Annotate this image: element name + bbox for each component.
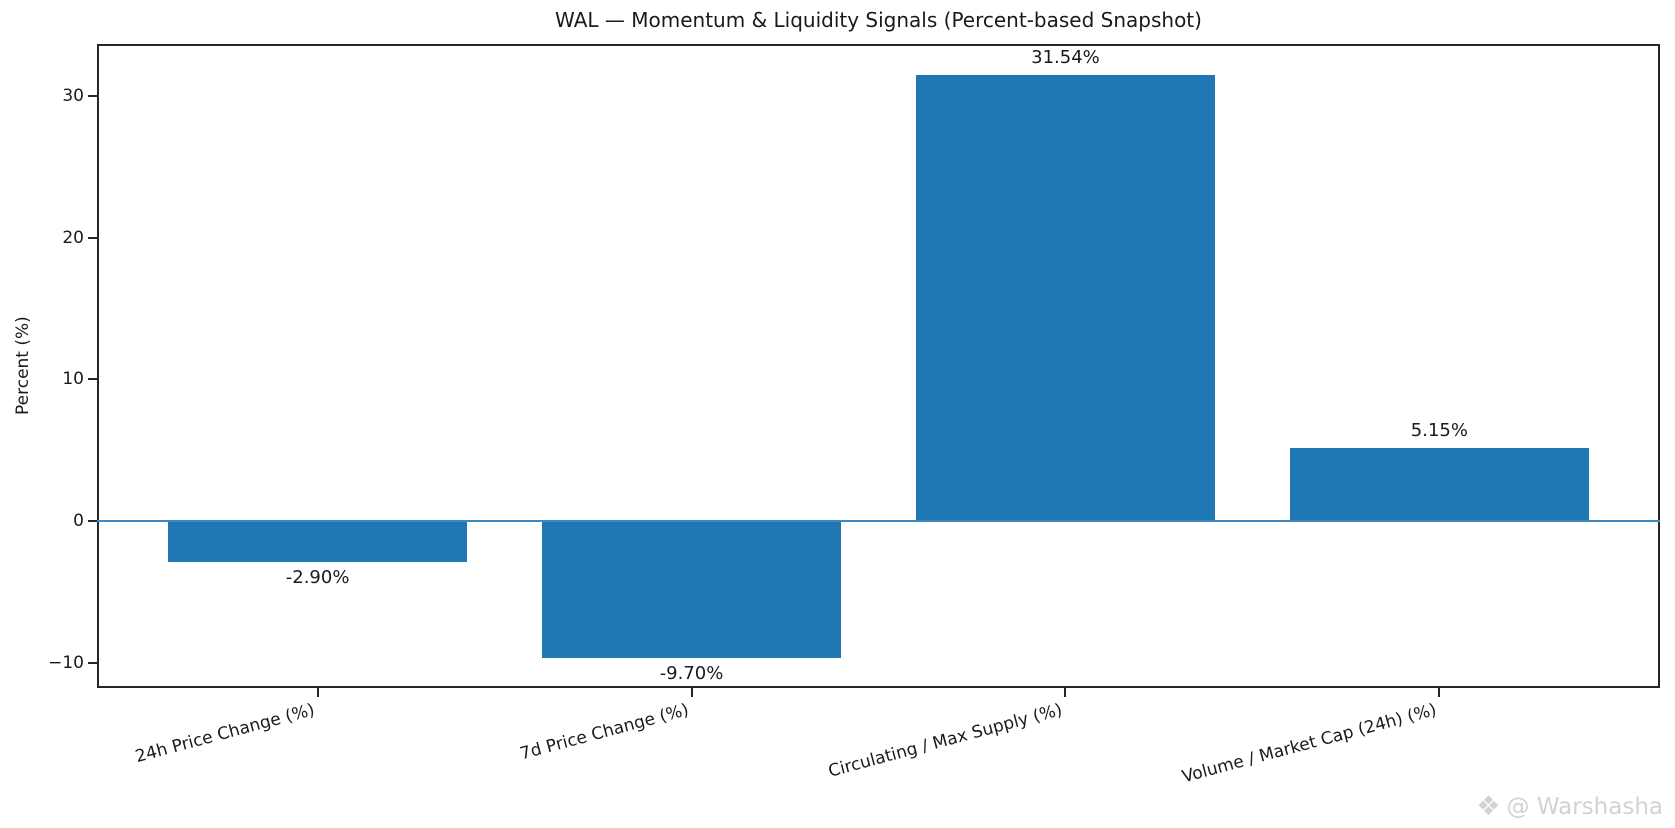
bar-2 <box>541 520 842 659</box>
x-axis-category-label: 24h Price Change (%) <box>133 700 317 768</box>
x-axis-tick <box>690 688 693 697</box>
y-axis-tick <box>88 95 97 98</box>
x-axis-tick <box>1064 688 1067 697</box>
bar-4 <box>1289 448 1589 521</box>
chart-title: WAL — Momentum & Liquidity Signals (Perc… <box>555 8 1202 32</box>
x-axis-category-label: 7d Price Change (%) <box>517 700 691 765</box>
gem-diamond-icon: ❖ <box>1476 791 1501 822</box>
watermark: ❖ @ Warshasha <box>1476 793 1663 820</box>
bar-value-label: 31.54% <box>1031 46 1100 68</box>
y-axis-tick-label: 20 <box>62 227 84 248</box>
y-axis-tick <box>88 519 97 522</box>
bar-1 <box>168 520 468 563</box>
plot-area <box>97 44 1660 688</box>
y-axis-tick-label: 30 <box>62 86 84 107</box>
bar-value-label: -9.70% <box>659 663 724 685</box>
y-axis-tick-label: −10 <box>48 652 84 673</box>
y-axis-tick <box>88 236 97 239</box>
y-axis-tick-label: 10 <box>62 369 84 390</box>
zero-baseline <box>97 519 1660 522</box>
x-axis-tick <box>316 688 319 697</box>
bar-value-label: 5.15% <box>1410 420 1468 442</box>
bar-3 <box>915 74 1216 521</box>
x-axis-tick <box>1438 688 1441 697</box>
x-axis-category-label: Circulating / Max Supply (%) <box>826 700 1065 782</box>
watermark-text: @ Warshasha <box>1506 793 1663 820</box>
y-axis-label: Percent (%) <box>13 316 33 416</box>
bar-value-label: -2.90% <box>285 567 350 589</box>
y-axis-tick <box>88 661 97 664</box>
y-axis-tick <box>88 378 97 381</box>
x-axis-category-label: Volume / Market Cap (24h) (%) <box>1179 700 1439 788</box>
y-axis-tick-label: 0 <box>73 510 84 531</box>
